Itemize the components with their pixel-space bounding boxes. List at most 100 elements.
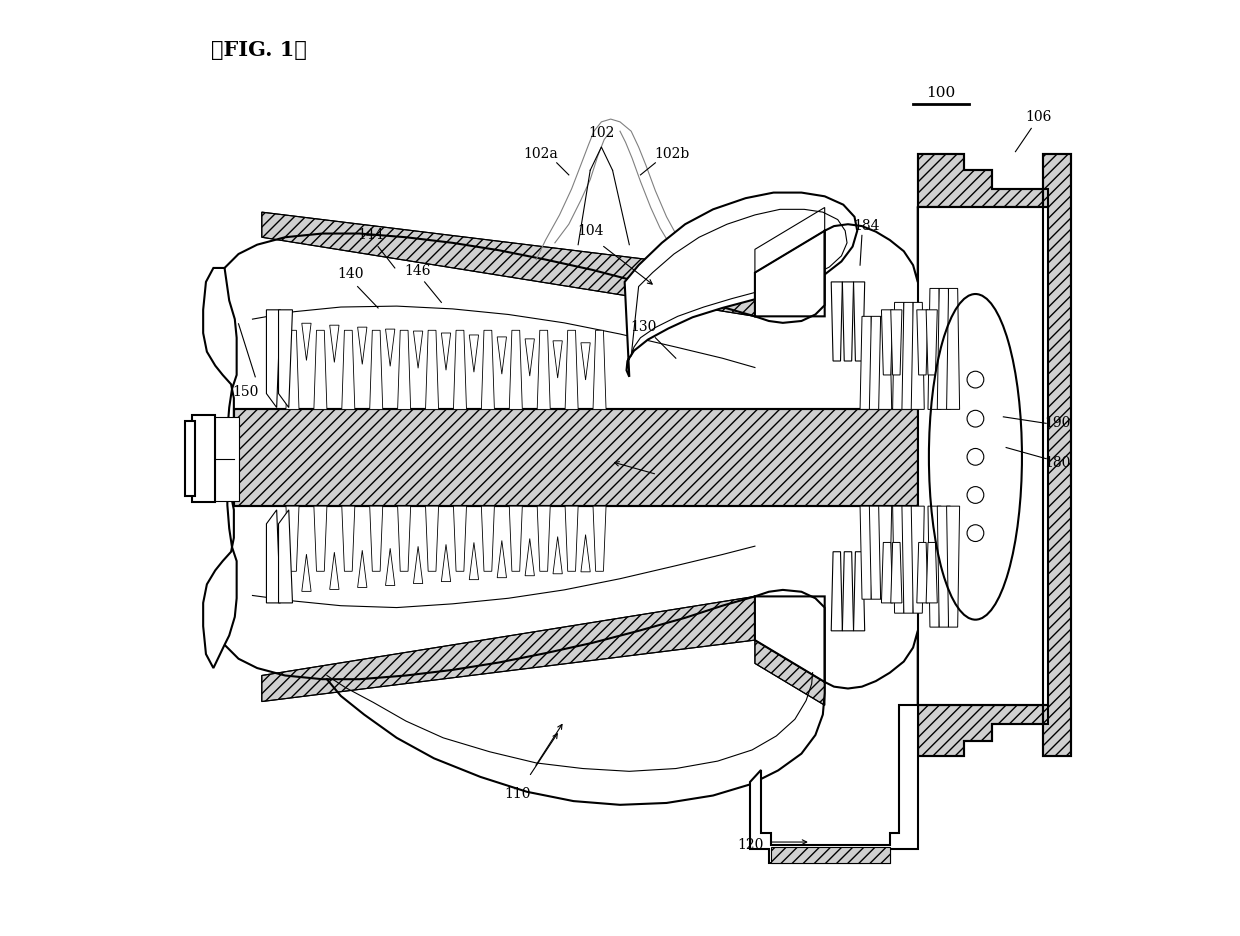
Text: 102b: 102b [655, 147, 689, 160]
Polygon shape [279, 510, 293, 603]
Polygon shape [469, 335, 479, 373]
Circle shape [967, 448, 983, 465]
Polygon shape [510, 330, 522, 409]
Text: 110: 110 [505, 786, 531, 800]
Polygon shape [879, 506, 892, 599]
Polygon shape [861, 316, 873, 409]
Circle shape [967, 525, 983, 542]
Circle shape [967, 487, 983, 504]
Polygon shape [370, 506, 383, 571]
Polygon shape [565, 506, 578, 571]
Polygon shape [330, 552, 339, 590]
Polygon shape [342, 506, 355, 571]
Polygon shape [497, 337, 506, 374]
Polygon shape [890, 310, 901, 375]
Polygon shape [918, 154, 1048, 208]
Polygon shape [398, 506, 410, 571]
Polygon shape [413, 331, 423, 368]
Polygon shape [267, 310, 280, 407]
Text: 100: 100 [926, 86, 956, 100]
Bar [1043, 154, 1071, 756]
Circle shape [967, 410, 983, 427]
Polygon shape [553, 341, 562, 378]
Polygon shape [901, 302, 915, 409]
Text: 104: 104 [577, 224, 604, 238]
Polygon shape [918, 208, 1048, 705]
Polygon shape [357, 550, 367, 588]
Polygon shape [580, 534, 590, 572]
Polygon shape [469, 543, 479, 579]
Text: 146: 146 [404, 264, 430, 278]
Polygon shape [911, 302, 924, 409]
Polygon shape [842, 551, 853, 631]
Polygon shape [342, 330, 355, 409]
Polygon shape [425, 506, 439, 571]
Bar [216, 417, 238, 501]
Polygon shape [755, 208, 825, 272]
Text: 102a: 102a [523, 147, 558, 160]
Polygon shape [946, 288, 960, 409]
Polygon shape [593, 506, 606, 571]
Polygon shape [580, 343, 590, 380]
Polygon shape [370, 330, 383, 409]
Polygon shape [525, 339, 534, 376]
Polygon shape [314, 330, 327, 409]
Circle shape [967, 372, 983, 388]
Text: 150: 150 [233, 385, 259, 399]
Polygon shape [441, 333, 450, 371]
Polygon shape [454, 506, 466, 571]
Polygon shape [441, 545, 450, 581]
Bar [192, 415, 216, 503]
Polygon shape [750, 705, 918, 863]
Polygon shape [537, 506, 551, 571]
Polygon shape [916, 543, 928, 603]
Polygon shape [386, 548, 394, 586]
Polygon shape [454, 330, 466, 409]
Polygon shape [928, 506, 941, 627]
Polygon shape [267, 510, 280, 603]
Text: 144: 144 [357, 228, 384, 242]
Polygon shape [755, 596, 825, 682]
Polygon shape [916, 310, 928, 375]
Polygon shape [330, 325, 339, 362]
Polygon shape [901, 506, 915, 613]
Polygon shape [893, 506, 905, 613]
Polygon shape [279, 310, 293, 407]
Bar [1043, 154, 1071, 756]
Polygon shape [861, 506, 873, 599]
Polygon shape [286, 506, 299, 571]
Bar [771, 847, 890, 863]
Polygon shape [890, 543, 901, 603]
Polygon shape [203, 268, 237, 668]
Polygon shape [357, 328, 367, 364]
Polygon shape [413, 547, 423, 583]
Polygon shape [831, 551, 842, 631]
Polygon shape [853, 551, 864, 631]
Text: 106: 106 [1025, 110, 1052, 124]
Polygon shape [937, 506, 950, 627]
Polygon shape [911, 506, 924, 613]
Text: 140: 140 [337, 268, 363, 282]
Polygon shape [755, 231, 825, 316]
Text: 130: 130 [630, 319, 656, 333]
Polygon shape [882, 310, 893, 375]
Polygon shape [262, 212, 755, 316]
Polygon shape [553, 536, 562, 574]
Polygon shape [510, 506, 522, 571]
Text: 184: 184 [853, 219, 880, 233]
Bar [186, 421, 195, 496]
Polygon shape [497, 540, 506, 578]
Polygon shape [425, 330, 439, 409]
Polygon shape [842, 282, 853, 361]
Polygon shape [301, 323, 311, 360]
Polygon shape [869, 316, 883, 409]
Polygon shape [631, 210, 847, 357]
Polygon shape [882, 543, 893, 603]
Polygon shape [755, 640, 825, 705]
Polygon shape [565, 330, 578, 409]
Text: 102: 102 [588, 126, 615, 140]
Polygon shape [262, 596, 755, 702]
Polygon shape [481, 506, 495, 571]
Polygon shape [926, 310, 937, 375]
Polygon shape [893, 302, 905, 409]
